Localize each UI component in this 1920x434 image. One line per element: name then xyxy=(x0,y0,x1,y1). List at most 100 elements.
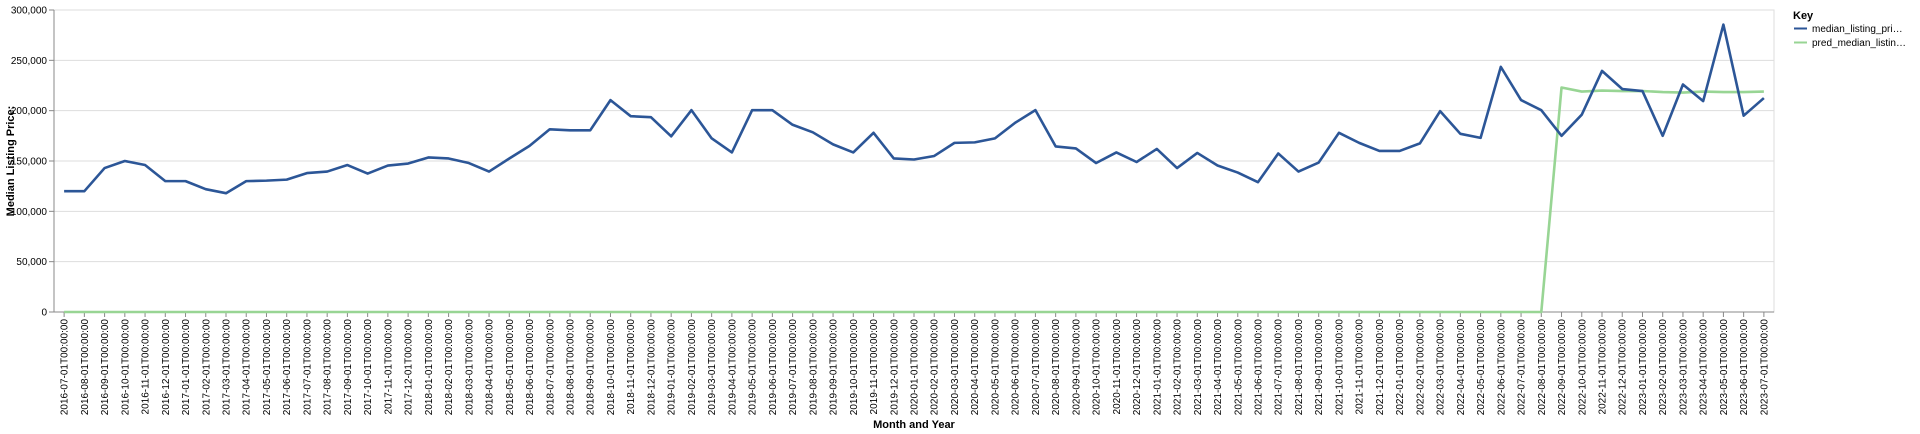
x-tick-label: 2019-11-01T00:00:00 xyxy=(869,319,880,415)
x-tick-label: 2021-05-01T00:00:00 xyxy=(1233,319,1244,416)
x-tick-label: 2020-08-01T00:00:00 xyxy=(1051,319,1062,416)
legend-title: Key xyxy=(1793,10,1814,22)
y-axis-title: Median Listing Price: xyxy=(5,106,17,217)
x-tick-label: 2017-10-01T00:00:00 xyxy=(363,319,374,416)
x-tick-label: 2020-07-01T00:00:00 xyxy=(1031,319,1042,416)
x-tick-label: 2018-11-01T00:00:00 xyxy=(626,319,637,415)
x-tick-label: 2018-10-01T00:00:00 xyxy=(606,319,617,416)
x-tick-label: 2017-05-01T00:00:00 xyxy=(262,319,273,416)
x-tick-label: 2020-02-01T00:00:00 xyxy=(930,319,941,416)
y-tick-label: 250,000 xyxy=(11,56,48,67)
x-tick-label: 2016-07-01T00:00:00 xyxy=(60,319,71,416)
series-lines xyxy=(64,23,1765,314)
x-tick-label: 2018-07-01T00:00:00 xyxy=(545,319,556,416)
x-tick-label: 2022-11-01T00:00:00 xyxy=(1598,319,1609,415)
x-tick-label: 2021-04-01T00:00:00 xyxy=(1213,319,1224,416)
x-tick-label: 2021-01-01T00:00:00 xyxy=(1152,319,1163,416)
x-tick-label: 2022-10-01T00:00:00 xyxy=(1577,319,1588,416)
x-tick-label: 2022-09-01T00:00:00 xyxy=(1557,319,1568,416)
series-line-1 xyxy=(64,86,1764,314)
x-tick-label: 2021-07-01T00:00:00 xyxy=(1274,319,1285,416)
x-tick-label: 2018-05-01T00:00:00 xyxy=(505,319,516,416)
x-tick-label: 2021-09-01T00:00:00 xyxy=(1314,319,1325,416)
x-tick-label: 2022-02-01T00:00:00 xyxy=(1415,319,1426,416)
x-tick-label: 2022-05-01T00:00:00 xyxy=(1476,319,1487,416)
x-tick-label: 2022-01-01T00:00:00 xyxy=(1395,319,1406,416)
y-tick-label: 100,000 xyxy=(11,207,48,218)
x-tick-label: 2019-03-01T00:00:00 xyxy=(707,319,718,416)
x-tick-label: 2019-01-01T00:00:00 xyxy=(667,319,678,416)
x-tick-label: 2017-02-01T00:00:00 xyxy=(201,319,212,416)
x-tick-label: 2020-05-01T00:00:00 xyxy=(990,319,1001,416)
x-tick-label: 2020-01-01T00:00:00 xyxy=(910,319,921,416)
x-tick-label: 2019-05-01T00:00:00 xyxy=(748,319,759,416)
x-tick-label: 2023-05-01T00:00:00 xyxy=(1719,319,1730,416)
x-tick-label: 2022-07-01T00:00:00 xyxy=(1517,319,1528,416)
x-tick-label: 2017-07-01T00:00:00 xyxy=(302,319,313,416)
x-tick-label: 2020-12-01T00:00:00 xyxy=(1132,319,1143,416)
x-tick-label: 2017-03-01T00:00:00 xyxy=(222,319,233,416)
x-tick-label: 2016-10-01T00:00:00 xyxy=(120,319,131,416)
x-tick-label: 2019-04-01T00:00:00 xyxy=(727,319,738,416)
x-tick-label: 2020-06-01T00:00:00 xyxy=(1011,319,1022,416)
x-tick-label: 2018-06-01T00:00:00 xyxy=(525,319,536,416)
x-tick-label: 2019-10-01T00:00:00 xyxy=(849,319,860,416)
x-tick-label: 2023-06-01T00:00:00 xyxy=(1739,319,1750,416)
x-tick-label: 2017-01-01T00:00:00 xyxy=(181,319,192,416)
x-tick-label: 2018-09-01T00:00:00 xyxy=(586,319,597,416)
x-tick-label: 2021-11-01T00:00:00 xyxy=(1355,319,1366,415)
x-tick-label: 2019-07-01T00:00:00 xyxy=(788,319,799,416)
y-axis: 0 50,000 100,000 150,000 200,000 250,000 300,0… xyxy=(11,6,55,319)
x-tick-label: 2017-04-01T00:00:00 xyxy=(242,319,253,416)
x-tick-label: 2019-09-01T00:00:00 xyxy=(829,319,840,416)
x-tick-label: 2017-12-01T00:00:00 xyxy=(404,319,415,416)
x-tick-label: 2020-04-01T00:00:00 xyxy=(970,319,981,416)
x-tick-label: 2022-08-01T00:00:00 xyxy=(1537,319,1548,416)
x-tick-label: 2020-11-01T00:00:00 xyxy=(1112,319,1123,415)
x-tick-label: 2019-12-01T00:00:00 xyxy=(889,319,900,416)
x-tick-label: 2017-11-01T00:00:00 xyxy=(383,319,394,415)
y-tick-label: 200,000 xyxy=(11,106,48,117)
y-tick-label: 50,000 xyxy=(16,257,47,268)
x-tick-label: 2016-11-01T00:00:00 xyxy=(141,319,152,415)
x-tick-label: 2021-08-01T00:00:00 xyxy=(1294,319,1305,416)
x-tick-label: 2018-02-01T00:00:00 xyxy=(444,319,455,416)
x-tick-label: 2016-08-01T00:00:00 xyxy=(80,319,91,416)
x-tick-label: 2019-08-01T00:00:00 xyxy=(808,319,819,416)
x-tick-label: 2022-12-01T00:00:00 xyxy=(1618,319,1629,416)
legend-label: median_listing_pri… xyxy=(1812,24,1903,35)
y-tick-label: 0 xyxy=(41,308,47,319)
x-tick-label: 2018-01-01T00:00:00 xyxy=(424,319,435,416)
x-tick-label: 2023-03-01T00:00:00 xyxy=(1678,319,1689,416)
x-tick-label: 2018-04-01T00:00:00 xyxy=(485,319,496,416)
x-tick-label: 2021-06-01T00:00:00 xyxy=(1254,319,1265,416)
y-tick-label: 150,000 xyxy=(11,157,48,168)
legend: Key median_listing_pri… pred_median_listi… xyxy=(1793,10,1906,49)
y-tick-label: 300,000 xyxy=(11,6,48,17)
x-tick-label: 2017-08-01T00:00:00 xyxy=(323,319,334,416)
x-tick-label: 2021-02-01T00:00:00 xyxy=(1173,319,1184,416)
series-line-0 xyxy=(64,23,1765,195)
x-tick-label: 2017-06-01T00:00:00 xyxy=(282,319,293,416)
x-tick-label: 2019-02-01T00:00:00 xyxy=(687,319,698,416)
x-tick-label: 2018-12-01T00:00:00 xyxy=(646,319,657,416)
x-tick-label: 2016-12-01T00:00:00 xyxy=(161,319,172,416)
x-axis-title: Month and Year xyxy=(873,419,955,431)
x-tick-label: 2021-03-01T00:00:00 xyxy=(1193,319,1204,416)
x-tick-label: 2018-03-01T00:00:00 xyxy=(464,319,475,416)
x-tick-label: 2023-02-01T00:00:00 xyxy=(1658,319,1669,416)
x-tick-label: 2022-04-01T00:00:00 xyxy=(1456,319,1467,416)
x-tick-label: 2023-01-01T00:00:00 xyxy=(1638,319,1649,416)
x-tick-label: 2017-09-01T00:00:00 xyxy=(343,319,354,416)
x-tick-label: 2020-09-01T00:00:00 xyxy=(1071,319,1082,416)
x-tick-label: 2020-10-01T00:00:00 xyxy=(1092,319,1103,416)
x-tick-label: 2023-07-01T00:00:00 xyxy=(1759,319,1770,416)
x-axis: 2016-07-01T00:00:00 2016-08-01T00:00:00 20… xyxy=(54,311,1774,416)
x-tick-label: 2022-03-01T00:00:00 xyxy=(1436,319,1447,416)
x-tick-label: 2016-09-01T00:00:00 xyxy=(100,319,111,416)
legend-label: pred_median_listin… xyxy=(1812,38,1906,49)
x-tick-label: 2021-12-01T00:00:00 xyxy=(1375,319,1386,416)
x-tick-label: 2020-03-01T00:00:00 xyxy=(950,319,961,416)
x-tick-label: 2023-04-01T00:00:00 xyxy=(1699,319,1710,416)
